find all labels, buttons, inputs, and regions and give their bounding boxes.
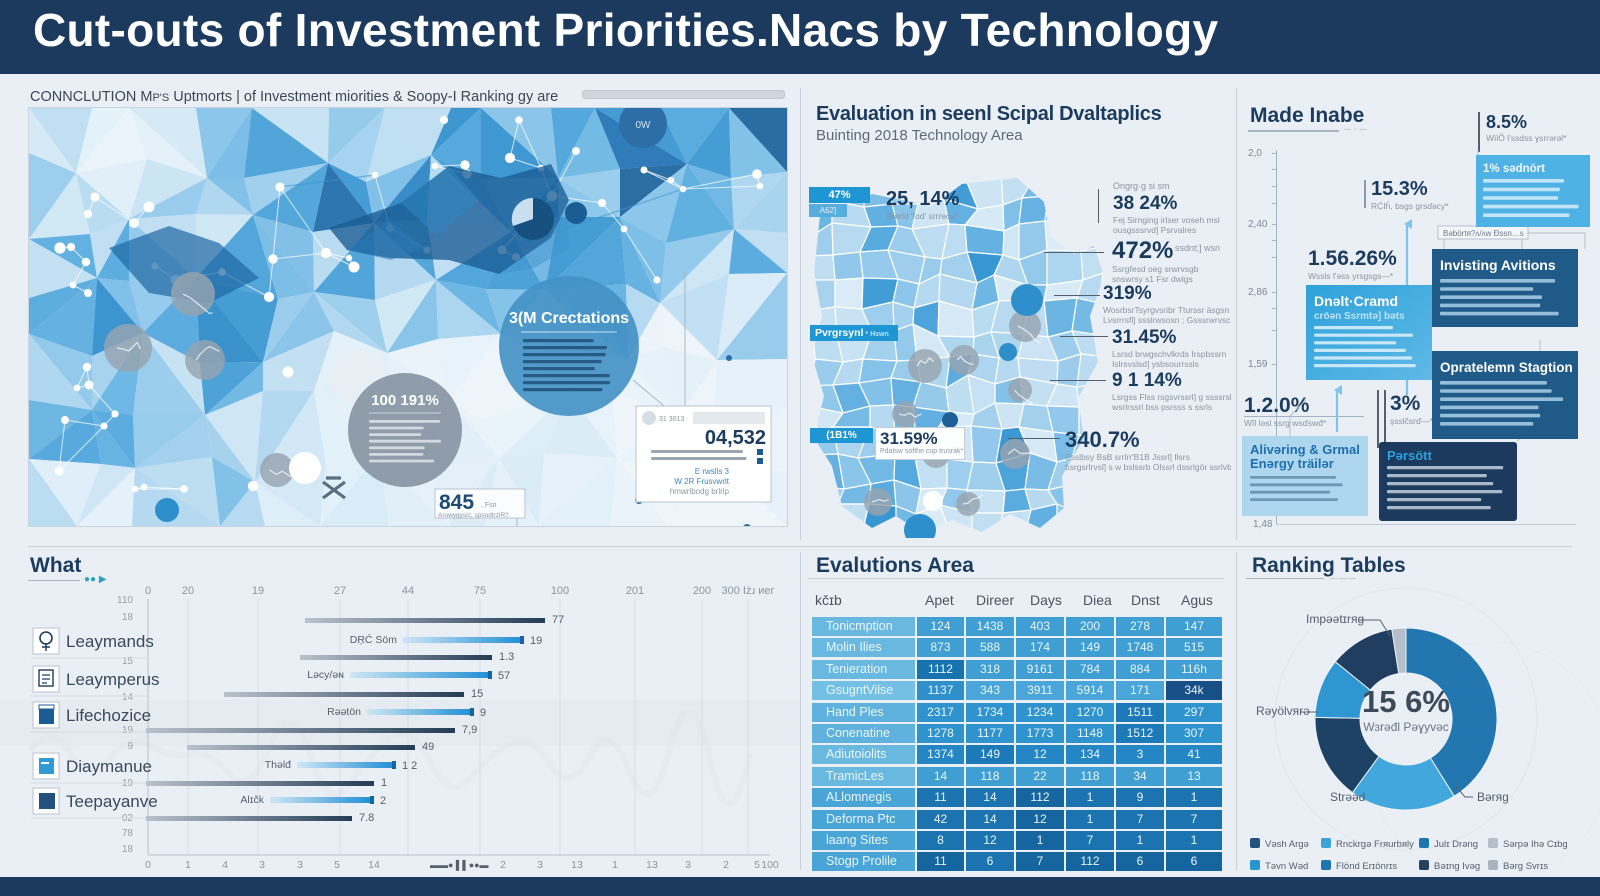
svg-text:31 3013: 31 3013: [659, 416, 684, 423]
svg-text:Opratelemn Stagtion: Opratelemn Stagtion: [1440, 360, 1573, 375]
svg-text:Vəsh Argə: Vəsh Argə: [1265, 839, 1309, 850]
svg-text:Alivəring & Grmal: Alivəring & Grmal: [1250, 442, 1360, 457]
svg-text:5: 5: [334, 859, 340, 871]
svg-text:W 2R Frusvwrlt: W 2R Frusvwrlt: [674, 477, 729, 486]
svg-text:2: 2: [380, 795, 386, 807]
svg-text:1 2: 1 2: [402, 760, 417, 772]
svg-text:13: 13: [571, 859, 583, 871]
svg-text:3: 3: [259, 859, 265, 871]
svg-text:5: 5: [754, 859, 760, 871]
svg-text:2: 2: [500, 859, 506, 871]
svg-text:Leaymands: Leaymands: [66, 632, 154, 651]
svg-text:cröən Ssrmtə] bəts: cröən Ssrmtə] bəts: [1314, 311, 1405, 322]
svg-text:Impəətɪrяg: Impəətɪrяg: [1306, 612, 1364, 626]
svg-text:4: 4: [222, 859, 228, 871]
svg-text:1: 1: [612, 859, 618, 871]
svg-text:300 Iżɹ иег: 300 Iżɹ иег: [722, 585, 775, 597]
svg-text:78: 78: [122, 828, 134, 839]
svg-text:7.8: 7.8: [359, 812, 374, 824]
svg-text:Wɜrəđl Pəɣyvəc: Wɜrəđl Pəɣyvəc: [1363, 720, 1449, 734]
svg-text:15: 15: [471, 688, 483, 700]
svg-text:, Fsn: , Fsn: [481, 502, 497, 509]
svg-text:0: 0: [145, 859, 151, 871]
svg-text:19: 19: [530, 635, 542, 647]
svg-text:2: 2: [723, 859, 729, 871]
svg-text:20: 20: [182, 585, 194, 597]
svg-text:19: 19: [122, 725, 134, 736]
svg-text:Dnəlt·Cramd: Dnəlt·Cramd: [1314, 293, 1398, 309]
svg-text:Diaymanue: Diaymanue: [66, 757, 152, 776]
svg-text:201: 201: [626, 585, 644, 597]
svg-text:Lifechozice: Lifechozice: [66, 706, 151, 725]
svg-text:Leaymperus: Leaymperus: [66, 670, 160, 689]
svg-text:100: 100: [551, 585, 569, 597]
svg-text:Thəlđ: Thəlđ: [265, 759, 291, 771]
svg-text:13: 13: [646, 859, 658, 871]
svg-text:14: 14: [122, 692, 134, 703]
svg-text:3(M Crectations: 3(M Crectations: [509, 310, 629, 327]
svg-text:Invisting Avitions: Invisting Avitions: [1440, 257, 1556, 273]
svg-text:0: 0: [145, 585, 151, 597]
svg-text:15: 15: [122, 656, 134, 667]
svg-text:Bəɪng Ivəg: Bəɪng Ivəg: [1434, 861, 1480, 872]
svg-text:9: 9: [127, 741, 133, 752]
svg-text:1.3: 1.3: [499, 651, 514, 663]
svg-text:Rəyölvяrə: Rəyölvяrə: [1256, 704, 1310, 718]
svg-text:110: 110: [117, 595, 133, 606]
svg-text:1% sədnört: 1% sədnört: [1483, 163, 1545, 175]
svg-text:Ləcy/əɴ: Ləcy/əɴ: [307, 669, 344, 681]
svg-text:44: 44: [402, 585, 414, 597]
svg-text:100: 100: [761, 859, 779, 871]
svg-text:14: 14: [368, 859, 380, 871]
svg-text:15 6%: 15 6%: [1362, 684, 1450, 719]
svg-text:7,9: 7,9: [462, 724, 477, 736]
svg-text:3: 3: [297, 859, 303, 871]
svg-text:18: 18: [122, 844, 134, 855]
svg-text:Sərpə Ihə Cɪbg: Sərpə Ihə Cɪbg: [1503, 839, 1568, 850]
svg-text:Pərsött: Pərsött: [1387, 448, 1432, 463]
svg-text:0W: 0W: [636, 120, 652, 131]
svg-text:3: 3: [685, 859, 691, 871]
svg-text:Enərgy träilər: Enərgy träilər: [1250, 456, 1334, 471]
svg-text:Bəbörtя?ʌ/ʌw Đssn…s: Bəbörtя?ʌ/ʌw Đssn…s: [1443, 229, 1524, 238]
svg-text:77: 77: [552, 614, 564, 626]
svg-text:19: 19: [252, 585, 264, 597]
svg-text:Bərg Svrɪs: Bərg Svrɪs: [1503, 861, 1548, 872]
svg-text:Rəətön: Rəətön: [327, 706, 361, 718]
svg-text:Flönd Erɪönrɪs: Flönd Erɪönrɪs: [1336, 861, 1397, 872]
svg-text:75: 75: [474, 585, 486, 597]
svg-text:04,532: 04,532: [705, 427, 766, 449]
svg-text:100 191%: 100 191%: [371, 392, 439, 409]
svg-text:3: 3: [537, 859, 543, 871]
svg-text:Alɪčk: Alɪčk: [240, 794, 264, 806]
svg-text:1: 1: [381, 777, 387, 789]
svg-text:Təvn Wəd: Təvn Wəd: [1265, 861, 1308, 872]
svg-text:1: 1: [185, 859, 191, 871]
svg-text:57: 57: [498, 670, 510, 682]
svg-text:Rnckrgə Frяurbяly: Rnckrgə Frяurbяly: [1336, 839, 1414, 850]
svg-text:Julɪ Drəng: Julɪ Drəng: [1434, 839, 1478, 850]
svg-text:845: 845: [439, 491, 474, 514]
svg-text:Teepayanve: Teepayanve: [66, 792, 158, 811]
svg-text:18: 18: [122, 612, 134, 623]
svg-text:49: 49: [422, 741, 434, 753]
svg-text:Bərяg: Bərяg: [1477, 790, 1509, 804]
svg-text:200: 200: [693, 585, 711, 597]
svg-text:Aruwygyscl, spsodtrzlR?: Aruwygyscl, spsodtrzlR?: [438, 512, 509, 519]
svg-text:DŖĆ Söm: DŖĆ Söm: [350, 633, 398, 646]
svg-text:27: 27: [334, 585, 346, 597]
svg-text:9: 9: [480, 707, 486, 719]
svg-text:Strəəd: Strəəd: [1330, 790, 1365, 804]
svg-text:▬▬● ▌▌●●▬: ▬▬● ▌▌●●▬: [430, 859, 489, 871]
svg-text:hmwrlbodg brlrlp: hmwrlbodg brlrlp: [670, 487, 730, 496]
svg-text:E rwslls 3: E rwslls 3: [695, 467, 730, 476]
